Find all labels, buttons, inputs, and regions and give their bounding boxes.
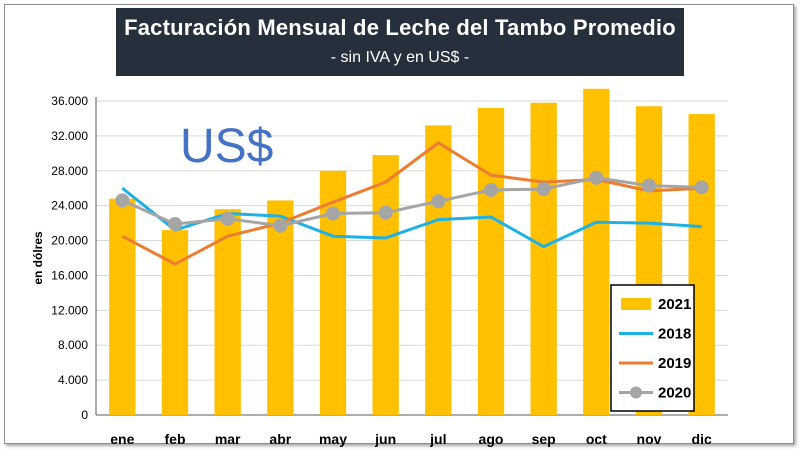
legend-label-2021: 2021 [658,296,691,313]
point-2020 [694,180,709,195]
y-tick-label: 12.000 [51,303,88,317]
x-tick-label: nov [637,431,662,447]
legend-label-2020: 2020 [658,385,691,402]
legend-marker-2020 [630,386,642,399]
x-tick-label: ene [110,431,134,447]
legend-label-2019: 2019 [658,355,691,372]
bar-2021 [267,200,294,415]
series-line-2019 [121,141,702,266]
point-2020 [642,178,656,193]
point-2020 [431,194,446,209]
chart-title-box: Facturación Mensual de Leche del Tambo P… [116,8,684,76]
bar-2021 [214,209,241,415]
point-2020 [378,205,393,220]
y-tick-label: 0 [81,408,88,422]
x-tick-label: sep [532,431,556,447]
bar-2021 [372,155,399,416]
annotation-text: US$ [180,120,273,173]
point-2020 [536,182,551,197]
series-line-2020 [121,176,702,228]
legend-label-2018: 2018 [658,326,691,343]
y-tick-label: 4.000 [58,373,88,387]
point-2020 [220,211,235,226]
bar-2021 [583,88,610,416]
chart-title: Facturación Mensual de Leche del Tambo P… [124,15,676,40]
bar-2021 [109,198,136,415]
y-tick-label: 16.000 [51,268,88,282]
x-tick-label: jul [429,431,446,447]
bar-2021 [425,125,452,415]
y-axis-label: en dólres [31,231,45,285]
y-tick-label: 24.000 [51,199,88,213]
x-tick-label: abr [269,431,291,447]
x-tick-label: ago [479,431,504,447]
point-2020 [484,182,498,197]
point-2020 [326,206,340,221]
x-tick-label: jun [374,431,396,447]
point-2020 [273,218,288,233]
y-tick-label: 8.000 [58,338,88,352]
y-tick-label: 36.000 [51,94,88,108]
chart-subtitle: - sin IVA y en US$ - [330,49,470,66]
point-2020 [168,216,182,231]
chart-frame [4,4,794,444]
x-tick-label: feb [165,431,186,447]
legend-swatch-2021 [621,298,651,310]
y-tick-label: 20.000 [51,234,88,248]
bar-2021 [530,102,557,415]
bar-2021 [477,107,505,415]
y-tick-label: 32.000 [51,129,88,143]
point-2020 [589,170,604,185]
x-tick-label: may [319,431,347,447]
x-tick-label: oct [586,431,607,447]
y-tick-label: 28.000 [51,164,88,178]
x-tick-label: mar [215,431,241,447]
x-tick-label: dic [692,431,712,447]
series-line-2018 [121,187,702,249]
point-2020 [115,193,130,208]
